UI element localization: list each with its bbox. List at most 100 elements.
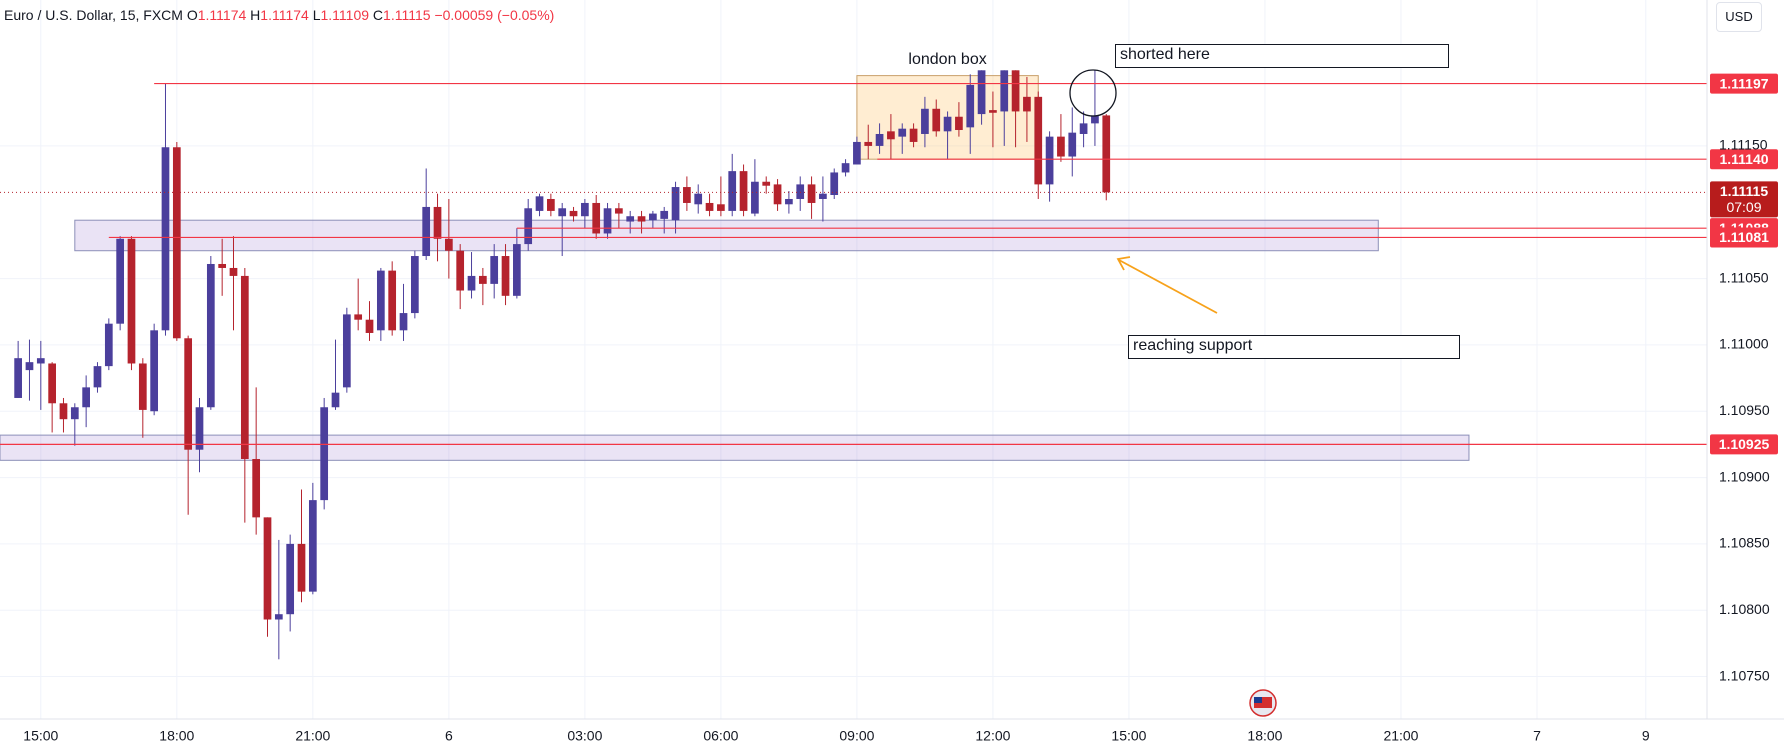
candle-body: [853, 141, 861, 165]
candle-body: [751, 181, 759, 214]
price-tag: [1710, 434, 1778, 455]
candle-body: [206, 263, 215, 408]
price-tag-label: 1.11081: [1719, 229, 1769, 245]
candle-body: [819, 193, 827, 199]
change: −0.00059 (−0.05%): [434, 7, 555, 23]
candle-body: [240, 275, 249, 459]
candle-body: [830, 172, 839, 196]
candle-body: [70, 407, 79, 420]
x-tick-label: 18:00: [159, 728, 194, 744]
price-tag: [1710, 149, 1778, 170]
candle-body: [161, 147, 170, 331]
candle-body: [660, 210, 669, 219]
candle-body: [263, 517, 272, 620]
candle-body: [581, 202, 589, 217]
candle-body: [535, 196, 544, 211]
candle-body: [909, 128, 918, 142]
candle-body: [297, 543, 306, 592]
candle-body: [966, 84, 975, 128]
candle-body: [626, 216, 635, 222]
candle-body: [82, 387, 90, 408]
ohlc: O1.11174 H1.11174 L1.11109 C1.11115: [187, 7, 435, 23]
candle-body: [376, 270, 385, 331]
x-tick-label: 12:00: [975, 728, 1010, 744]
candle-body: [875, 133, 884, 146]
candle-body: [773, 184, 782, 205]
candle-body: [739, 171, 748, 211]
ohlc-label: L: [312, 7, 321, 23]
candle-body: [354, 314, 363, 320]
annotation-box: reaching support: [1128, 335, 1460, 359]
price-lines: 1.1111507:091.111971.111401.110881.11081…: [0, 73, 1778, 455]
current-price-label: 1.11115: [1720, 183, 1769, 199]
candle-body: [501, 256, 510, 296]
candle-body: [1000, 70, 1009, 112]
candle-body: [286, 543, 295, 615]
candle-body: [592, 202, 601, 234]
candle-body: [762, 181, 771, 186]
countdown-label: 07:09: [1726, 199, 1761, 215]
candle-body: [955, 116, 963, 131]
y-tick-label: 1.10900: [1719, 468, 1770, 484]
currency-button[interactable]: USD: [1716, 2, 1762, 32]
candle-body: [365, 319, 374, 333]
candle-body: [796, 184, 805, 199]
candle-body: [977, 70, 986, 115]
candle-body: [615, 208, 623, 214]
candle-body: [637, 216, 646, 222]
candle-body: [558, 208, 567, 217]
candle-body: [444, 238, 453, 251]
y-tick-label: 1.10750: [1719, 667, 1770, 683]
support-zone: [74, 219, 1379, 252]
candle-body: [172, 147, 181, 339]
y-tick-label: 1.11050: [1719, 269, 1769, 285]
candle-body: [331, 392, 340, 408]
ohlc-value: 1.11109: [320, 7, 370, 23]
candle-body: [989, 110, 997, 113]
candle-body: [14, 358, 22, 398]
candle-body: [524, 208, 533, 245]
marker-circle: [1069, 69, 1117, 117]
arrow-head: [1116, 256, 1131, 271]
y-tick-label: 1.10800: [1719, 601, 1770, 617]
candle-body: [1057, 136, 1065, 157]
ohlc-value: 1.11115: [383, 7, 431, 23]
x-tick-label: 06:00: [703, 728, 738, 744]
candle-body: [116, 238, 125, 324]
candle-body: [921, 108, 929, 134]
candle-body: [1068, 132, 1077, 157]
candle-body: [649, 213, 657, 221]
candle-body: [184, 338, 193, 450]
candle-body: [683, 187, 691, 203]
candle-body: [479, 275, 487, 284]
y-tick-label: 1.10850: [1719, 535, 1770, 551]
x-tick-label: 9: [1642, 728, 1650, 744]
candle-body: [342, 314, 351, 388]
candle-body: [36, 358, 45, 364]
candle-body: [150, 330, 159, 412]
grid: [0, 0, 1707, 719]
y-tick-label: 1.10950: [1719, 402, 1770, 418]
candle-body: [887, 131, 895, 140]
arrow-line: [1118, 259, 1218, 314]
candle-body: [1011, 70, 1020, 112]
candle-body: [694, 193, 703, 205]
ohlc-value: 1.11174: [260, 7, 309, 23]
candle-body: [410, 256, 419, 314]
price-tag-label: 1.10925: [1719, 436, 1770, 452]
candle-body: [433, 206, 442, 239]
candle-body: [229, 267, 238, 276]
candle-body: [308, 500, 317, 592]
flag-stripes: [1254, 697, 1272, 708]
x-tick-label: 6: [445, 728, 453, 744]
candle-body: [932, 108, 941, 132]
candle-body: [467, 275, 476, 291]
candle-body: [104, 323, 113, 367]
x-tick-label: 15:00: [23, 728, 58, 744]
x-tick-label: 18:00: [1247, 728, 1282, 744]
candle-body: [864, 141, 873, 146]
candle-body: [943, 116, 952, 132]
